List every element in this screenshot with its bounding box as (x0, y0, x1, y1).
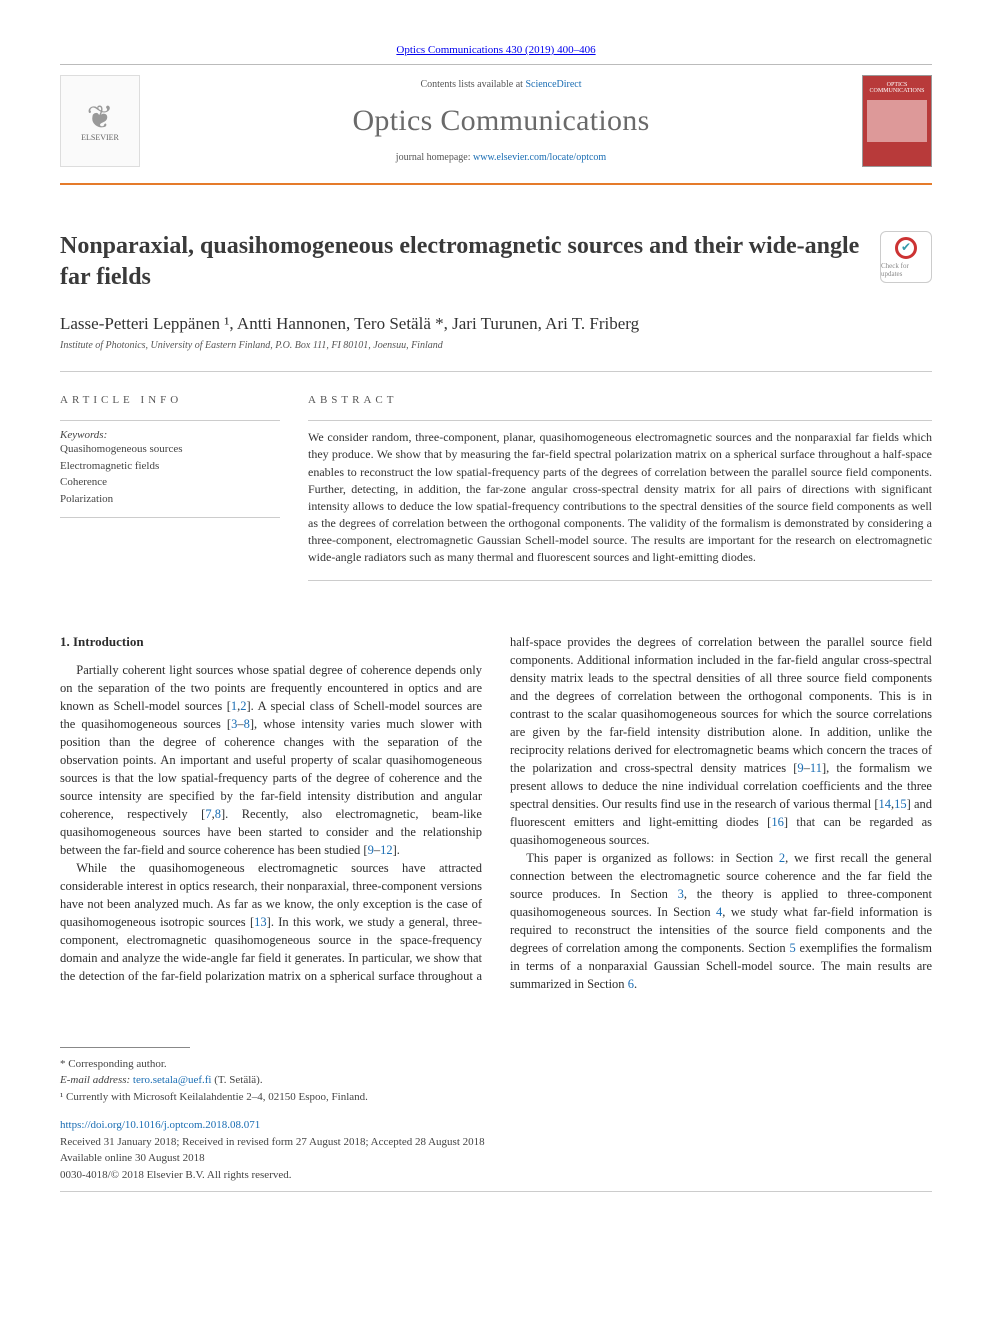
author-footnote-1: ¹ Currently with Microsoft Keilalahdenti… (60, 1089, 932, 1106)
sciencedirect-link[interactable]: ScienceDirect (525, 79, 581, 90)
journal-banner: ❦ ELSEVIER Contents lists available at S… (60, 64, 932, 185)
page-root: Optics Communications 430 (2019) 400–406… (0, 0, 992, 1232)
affiliation: Institute of Photonics, University of Ea… (60, 340, 932, 351)
homepage-link[interactable]: www.elsevier.com/locate/optcom (473, 152, 606, 163)
abstract-rule-2 (308, 580, 932, 581)
info-rule-1 (60, 420, 280, 421)
body-two-column: 1. Introduction Partially coherent light… (60, 633, 932, 993)
publisher-logo-label: ELSEVIER (81, 133, 119, 142)
email-line: E-mail address: tero.setala@uef.fi (T. S… (60, 1072, 932, 1089)
citation-link[interactable]: 13 (254, 915, 267, 929)
journal-ref-link[interactable]: Optics Communications 430 (2019) 400–406 (396, 44, 595, 56)
info-rule-2 (60, 517, 280, 518)
section-title: Introduction (73, 634, 144, 649)
homepage-line: journal homepage: www.elsevier.com/locat… (154, 152, 848, 163)
corresponding-author-note: * Corresponding author. (60, 1056, 932, 1073)
email-name: (T. Setälä). (214, 1074, 262, 1086)
citation-link[interactable]: 15 (894, 797, 907, 811)
keyword: Polarization (60, 491, 280, 508)
contents-line: Contents lists available at ScienceDirec… (154, 79, 848, 90)
banner-center: Contents lists available at ScienceDirec… (154, 79, 848, 163)
author-email-link[interactable]: tero.setala@uef.fi (133, 1074, 212, 1086)
check-updates-icon: ✔ (895, 237, 917, 259)
doi-link[interactable]: https://doi.org/10.1016/j.optcom.2018.08… (60, 1119, 260, 1131)
cover-strip (867, 100, 927, 142)
history-line: Received 31 January 2018; Received in re… (60, 1134, 932, 1151)
publisher-logo: ❦ ELSEVIER (60, 75, 140, 167)
article-title: Nonparaxial, quasihomogeneous electromag… (60, 231, 880, 292)
homepage-prefix: journal homepage: (396, 152, 473, 163)
author-list: Lasse-Petteri Leppänen ¹, Antti Hannonen… (60, 314, 932, 334)
journal-reference: Optics Communications 430 (2019) 400–406 (60, 44, 932, 56)
contents-prefix: Contents lists available at (420, 79, 525, 90)
footnotes-block: * Corresponding author. E-mail address: … (60, 1047, 932, 1106)
journal-name: Optics Communications (154, 104, 848, 138)
elsevier-tree-icon: ❦ (87, 101, 114, 133)
citation-link[interactable]: 14 (879, 797, 892, 811)
abstract-column: ABSTRACT We consider random, three-compo… (308, 394, 932, 588)
divider-top (60, 371, 932, 372)
journal-cover-thumbnail: OPTICS COMMUNICATIONS (862, 75, 932, 167)
cover-label: OPTICS COMMUNICATIONS (867, 82, 927, 94)
citation-link[interactable]: 11 (810, 761, 822, 775)
body-paragraph: Partially coherent light sources whose s… (60, 661, 482, 859)
body-paragraph: This paper is organized as follows: in S… (510, 849, 932, 993)
section-number: 1. (60, 634, 70, 649)
abstract-text: We consider random, three-component, pla… (308, 429, 932, 565)
keyword: Coherence (60, 474, 280, 491)
citation-link[interactable]: 12 (380, 843, 393, 857)
meta-block: https://doi.org/10.1016/j.optcom.2018.08… (60, 1117, 932, 1183)
check-updates-label: Check for updates (881, 262, 931, 278)
section-heading: 1. Introduction (60, 633, 482, 652)
article-info-column: ARTICLE INFO Keywords: Quasihomogeneous … (60, 394, 280, 588)
bottom-rule (60, 1191, 932, 1192)
check-updates-badge[interactable]: ✔ Check for updates (880, 231, 932, 283)
keywords-label: Keywords: (60, 429, 280, 441)
email-label: E-mail address: (60, 1074, 130, 1086)
title-row: Nonparaxial, quasihomogeneous electromag… (60, 231, 932, 292)
keyword: Electromagnetic fields (60, 458, 280, 475)
keywords-list: Quasihomogeneous sources Electromagnetic… (60, 441, 280, 507)
abstract-heading: ABSTRACT (308, 394, 932, 406)
online-line: Available online 30 August 2018 (60, 1150, 932, 1167)
copyright-line: 0030-4018/© 2018 Elsevier B.V. All right… (60, 1167, 932, 1184)
footnote-rule (60, 1047, 190, 1048)
article-info-heading: ARTICLE INFO (60, 394, 280, 406)
keyword: Quasihomogeneous sources (60, 441, 280, 458)
abstract-rule-1 (308, 420, 932, 421)
info-abstract-row: ARTICLE INFO Keywords: Quasihomogeneous … (60, 394, 932, 588)
citation-link[interactable]: 16 (771, 815, 784, 829)
